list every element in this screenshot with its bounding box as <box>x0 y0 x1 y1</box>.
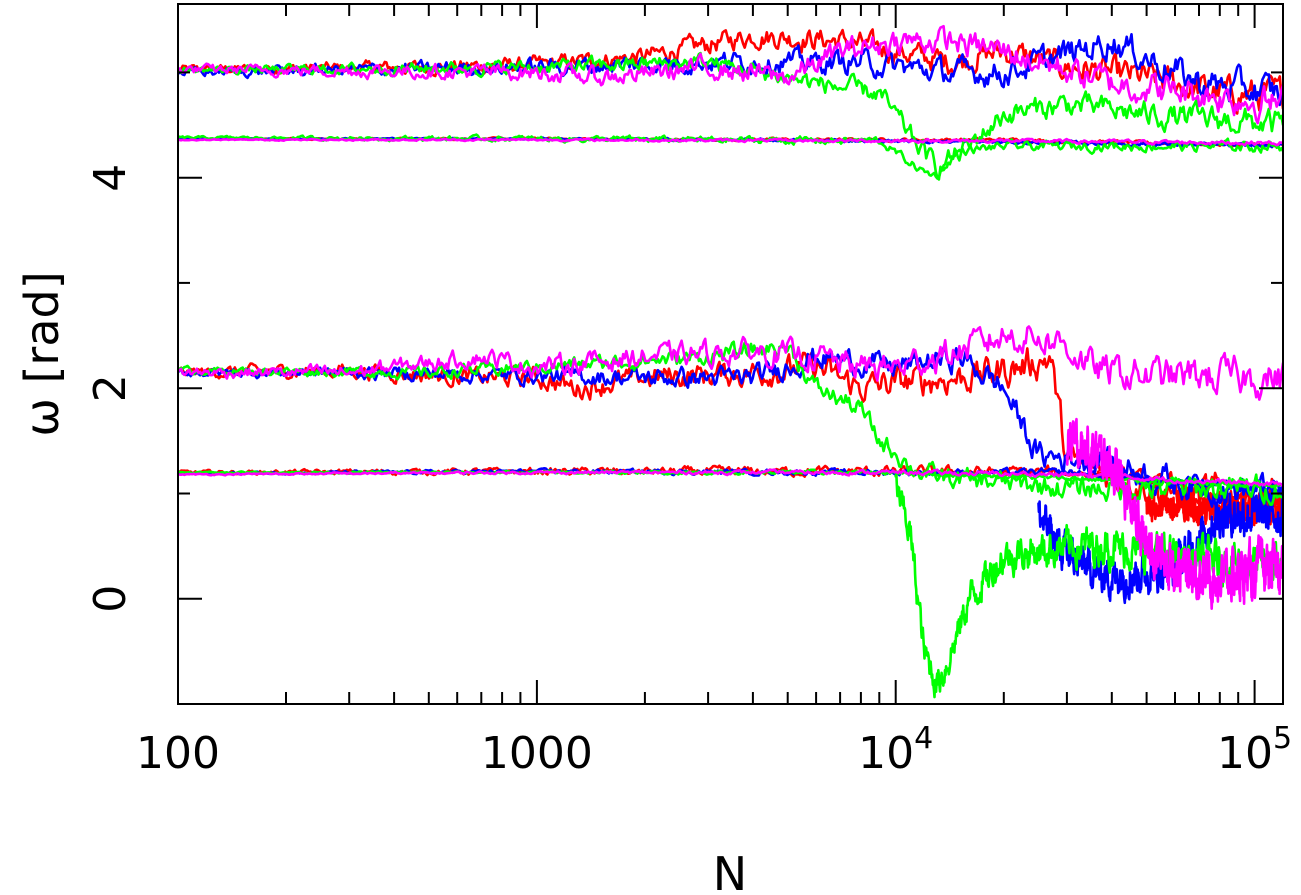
series-3-track-1 <box>178 51 1283 181</box>
series-layer <box>178 24 1283 699</box>
y-axis-label: ω [rad] <box>15 271 69 436</box>
x-tick-label: 105 <box>1217 721 1292 779</box>
series-2-track-5 <box>1037 486 1283 605</box>
y-tick-label: 0 <box>85 585 136 613</box>
x-tick-label-base: 10 <box>858 728 914 779</box>
x-tick-label: 1000 <box>481 728 593 779</box>
series-4-track-1 <box>178 24 1283 125</box>
x-tick-label-exponent: 4 <box>914 721 933 756</box>
y-tick-label: 4 <box>85 164 136 192</box>
x-tick-label-base: 10 <box>1217 728 1273 779</box>
x-tick-label-exponent: 5 <box>1273 721 1292 756</box>
series-2-track-3 <box>178 344 1283 510</box>
x-axis-label: N <box>713 847 747 895</box>
series-4-track-2 <box>178 137 1283 147</box>
series-4-track-3 <box>178 325 1283 401</box>
series-2-track-1 <box>178 32 1283 107</box>
x-tick-label: 100 <box>136 728 220 779</box>
x-tick-label: 104 <box>858 721 933 779</box>
series-4-track-5 <box>1065 417 1283 611</box>
plot-frame <box>177 3 1284 705</box>
y-tick-label: 2 <box>85 374 136 402</box>
series-4-track-4 <box>178 468 1283 488</box>
series-3-track-5 <box>894 470 1283 699</box>
tick-layer <box>177 4 1283 705</box>
